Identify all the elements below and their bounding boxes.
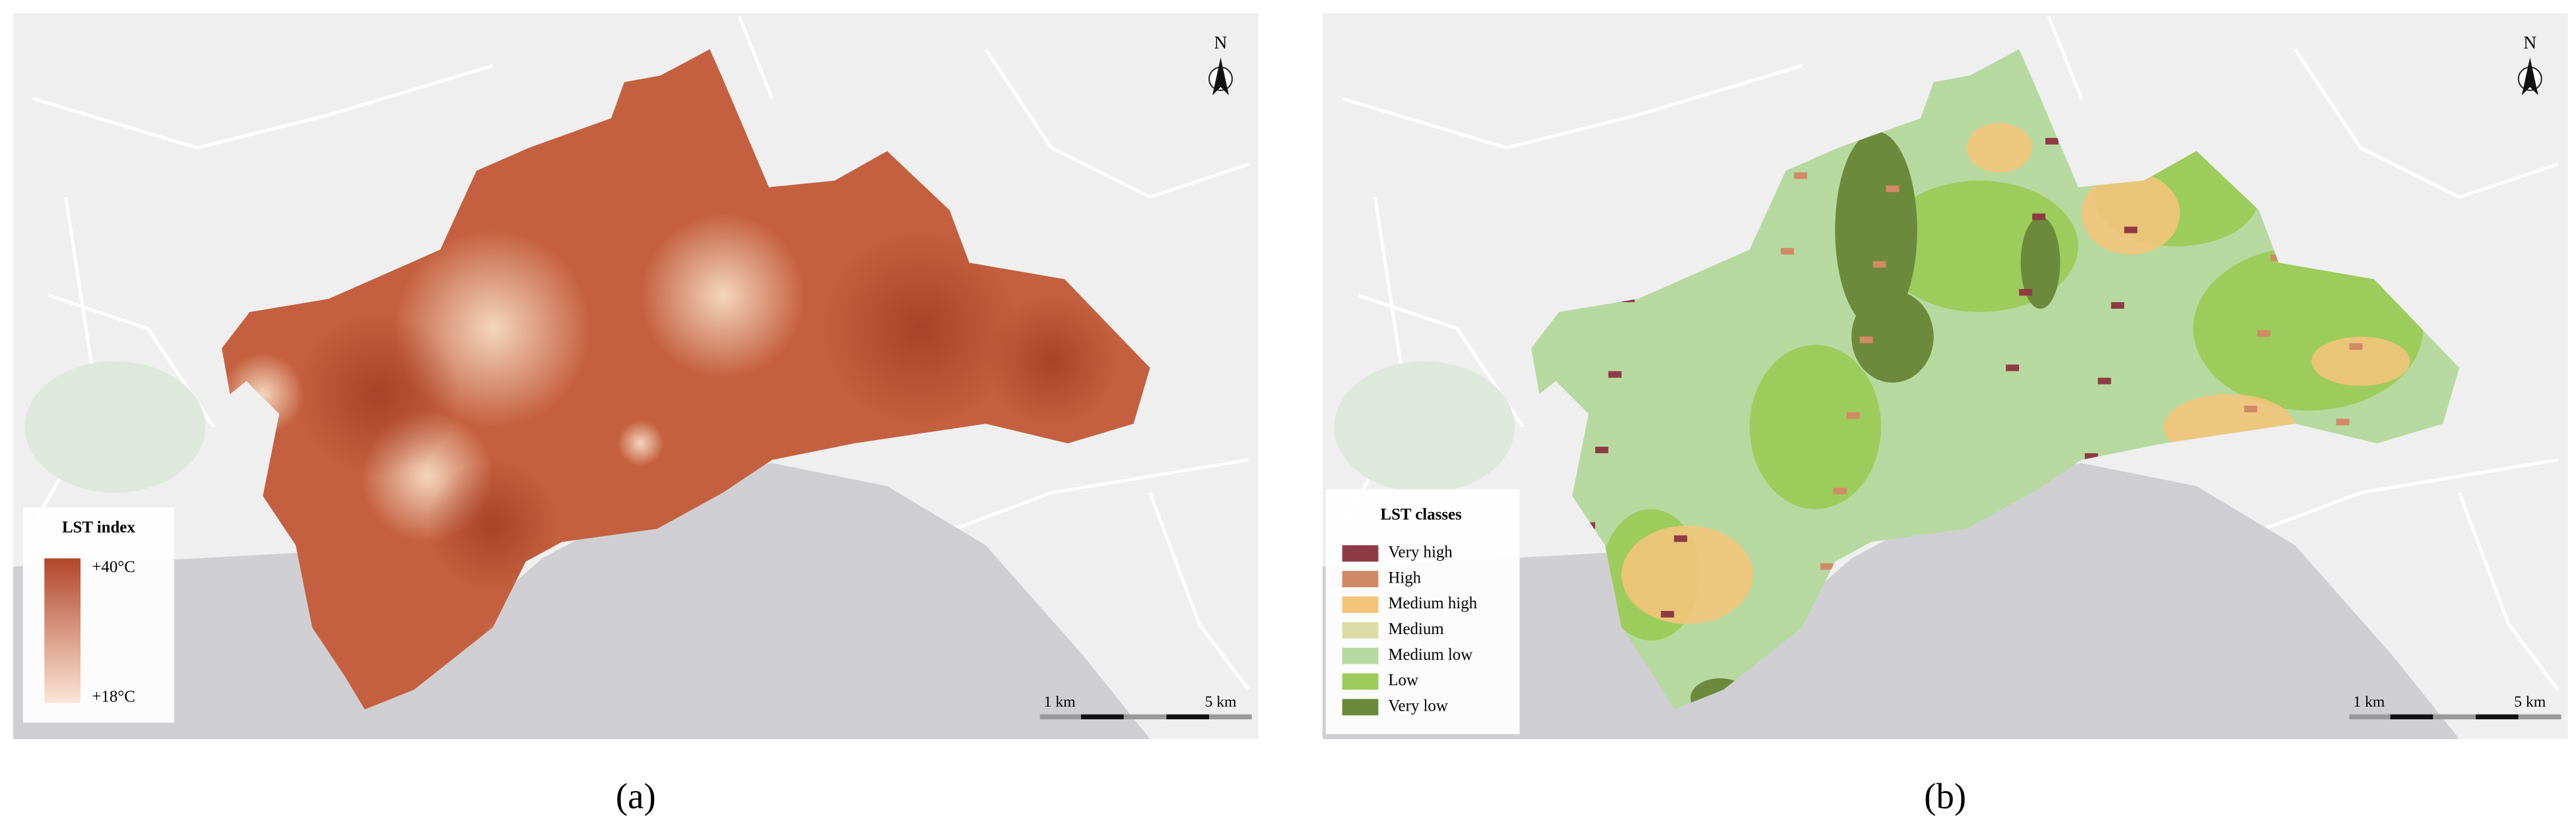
scale-bar — [2433, 714, 2476, 720]
road — [984, 48, 1249, 199]
legend-label: Medium high — [1388, 594, 1477, 612]
road — [2294, 48, 2559, 199]
scale-bar — [2518, 714, 2561, 720]
scale-label: 1 km — [1044, 693, 1076, 711]
patch — [1859, 336, 1873, 344]
north-arrow — [2521, 57, 2538, 96]
scale-bar — [1040, 714, 1083, 720]
road — [1341, 64, 1803, 150]
patch — [1872, 261, 1886, 268]
patch — [427, 459, 559, 592]
legend-swatch — [1342, 571, 1379, 588]
patch — [2081, 172, 2181, 255]
scale-label: 1 km — [2353, 693, 2385, 711]
patch — [1886, 185, 1899, 193]
patch — [1781, 247, 1795, 255]
patch — [2032, 213, 2045, 220]
legend-label: Medium low — [1388, 646, 1472, 664]
patch — [640, 213, 805, 378]
patch — [2336, 418, 2350, 426]
patch — [2045, 138, 2059, 145]
patch — [1674, 535, 1688, 542]
patch — [1851, 290, 1934, 383]
patch — [1833, 488, 1847, 495]
patch — [1794, 172, 1808, 179]
patch — [1621, 525, 1753, 624]
patch — [985, 296, 1117, 428]
patch — [2006, 364, 2020, 371]
scale-bar — [2349, 714, 2393, 720]
patch — [2097, 377, 2111, 385]
legend-swatch — [1342, 596, 1379, 613]
scale-bar — [1209, 714, 1252, 720]
road — [2047, 15, 2084, 100]
legend-swatch — [1342, 699, 1379, 716]
scale-bar — [1166, 714, 1210, 720]
patch — [1608, 371, 1622, 378]
legend-max-label: +40°C — [92, 558, 135, 576]
north-arrow — [1212, 57, 1229, 96]
patch — [2124, 226, 2138, 234]
legend-swatch — [1342, 673, 1379, 690]
map-panel: N 1 km 5 km LST index +40°C +18°C — [13, 13, 1259, 740]
sea — [13, 463, 1150, 740]
panel-caption: (b) — [1924, 776, 1966, 816]
patch — [2311, 336, 2410, 386]
patch — [296, 311, 460, 476]
legend-label: Very high — [1388, 544, 1453, 561]
scale-bar — [1080, 714, 1124, 720]
legend-label: Very low — [1388, 697, 1448, 715]
road — [32, 64, 494, 150]
road — [2228, 458, 2558, 544]
patch — [2020, 216, 2061, 309]
road — [2457, 492, 2559, 691]
patch — [2257, 330, 2270, 337]
patch — [2244, 405, 2258, 412]
park — [24, 361, 206, 493]
legend-ramp — [44, 558, 81, 703]
legend-title: LST classes — [1380, 505, 1462, 523]
legend-label: High — [1388, 569, 1421, 587]
road — [1148, 492, 1250, 691]
patch — [2019, 289, 2033, 296]
legend-label: Medium — [1388, 620, 1443, 638]
patch — [1749, 344, 1882, 509]
legend-swatch — [1342, 647, 1379, 664]
patch — [2349, 343, 2363, 350]
patch — [1820, 563, 1833, 570]
north-label: N — [2523, 32, 2536, 52]
patch — [1835, 131, 1917, 329]
scale-label: 5 km — [1205, 693, 1236, 711]
patch — [2084, 453, 2098, 460]
north-label: N — [1214, 32, 1228, 52]
road — [737, 15, 774, 100]
legend-swatch — [1342, 622, 1379, 639]
scale-bar — [1123, 714, 1167, 720]
patch — [1661, 610, 1674, 618]
legend-min-label: +18°C — [92, 688, 135, 706]
patch — [617, 420, 664, 466]
panel-caption: (a) — [616, 776, 656, 816]
road — [919, 458, 1249, 544]
park — [1334, 361, 1515, 493]
scale-bar — [2390, 714, 2433, 720]
scale-bar — [2476, 714, 2519, 720]
legend-label: Low — [1388, 672, 1418, 689]
legend-title: LST index — [62, 519, 135, 536]
patch — [2111, 302, 2125, 309]
patch — [1595, 447, 1608, 453]
patch — [1846, 412, 1860, 419]
patch — [821, 230, 1019, 428]
map-panel: N 1 km 5 km LST classes Very high High Medium … — [1322, 13, 2568, 740]
patch — [1966, 123, 2033, 173]
sea — [1322, 463, 2460, 740]
legend-swatch — [1342, 545, 1379, 562]
scale-label: 5 km — [2514, 693, 2546, 711]
